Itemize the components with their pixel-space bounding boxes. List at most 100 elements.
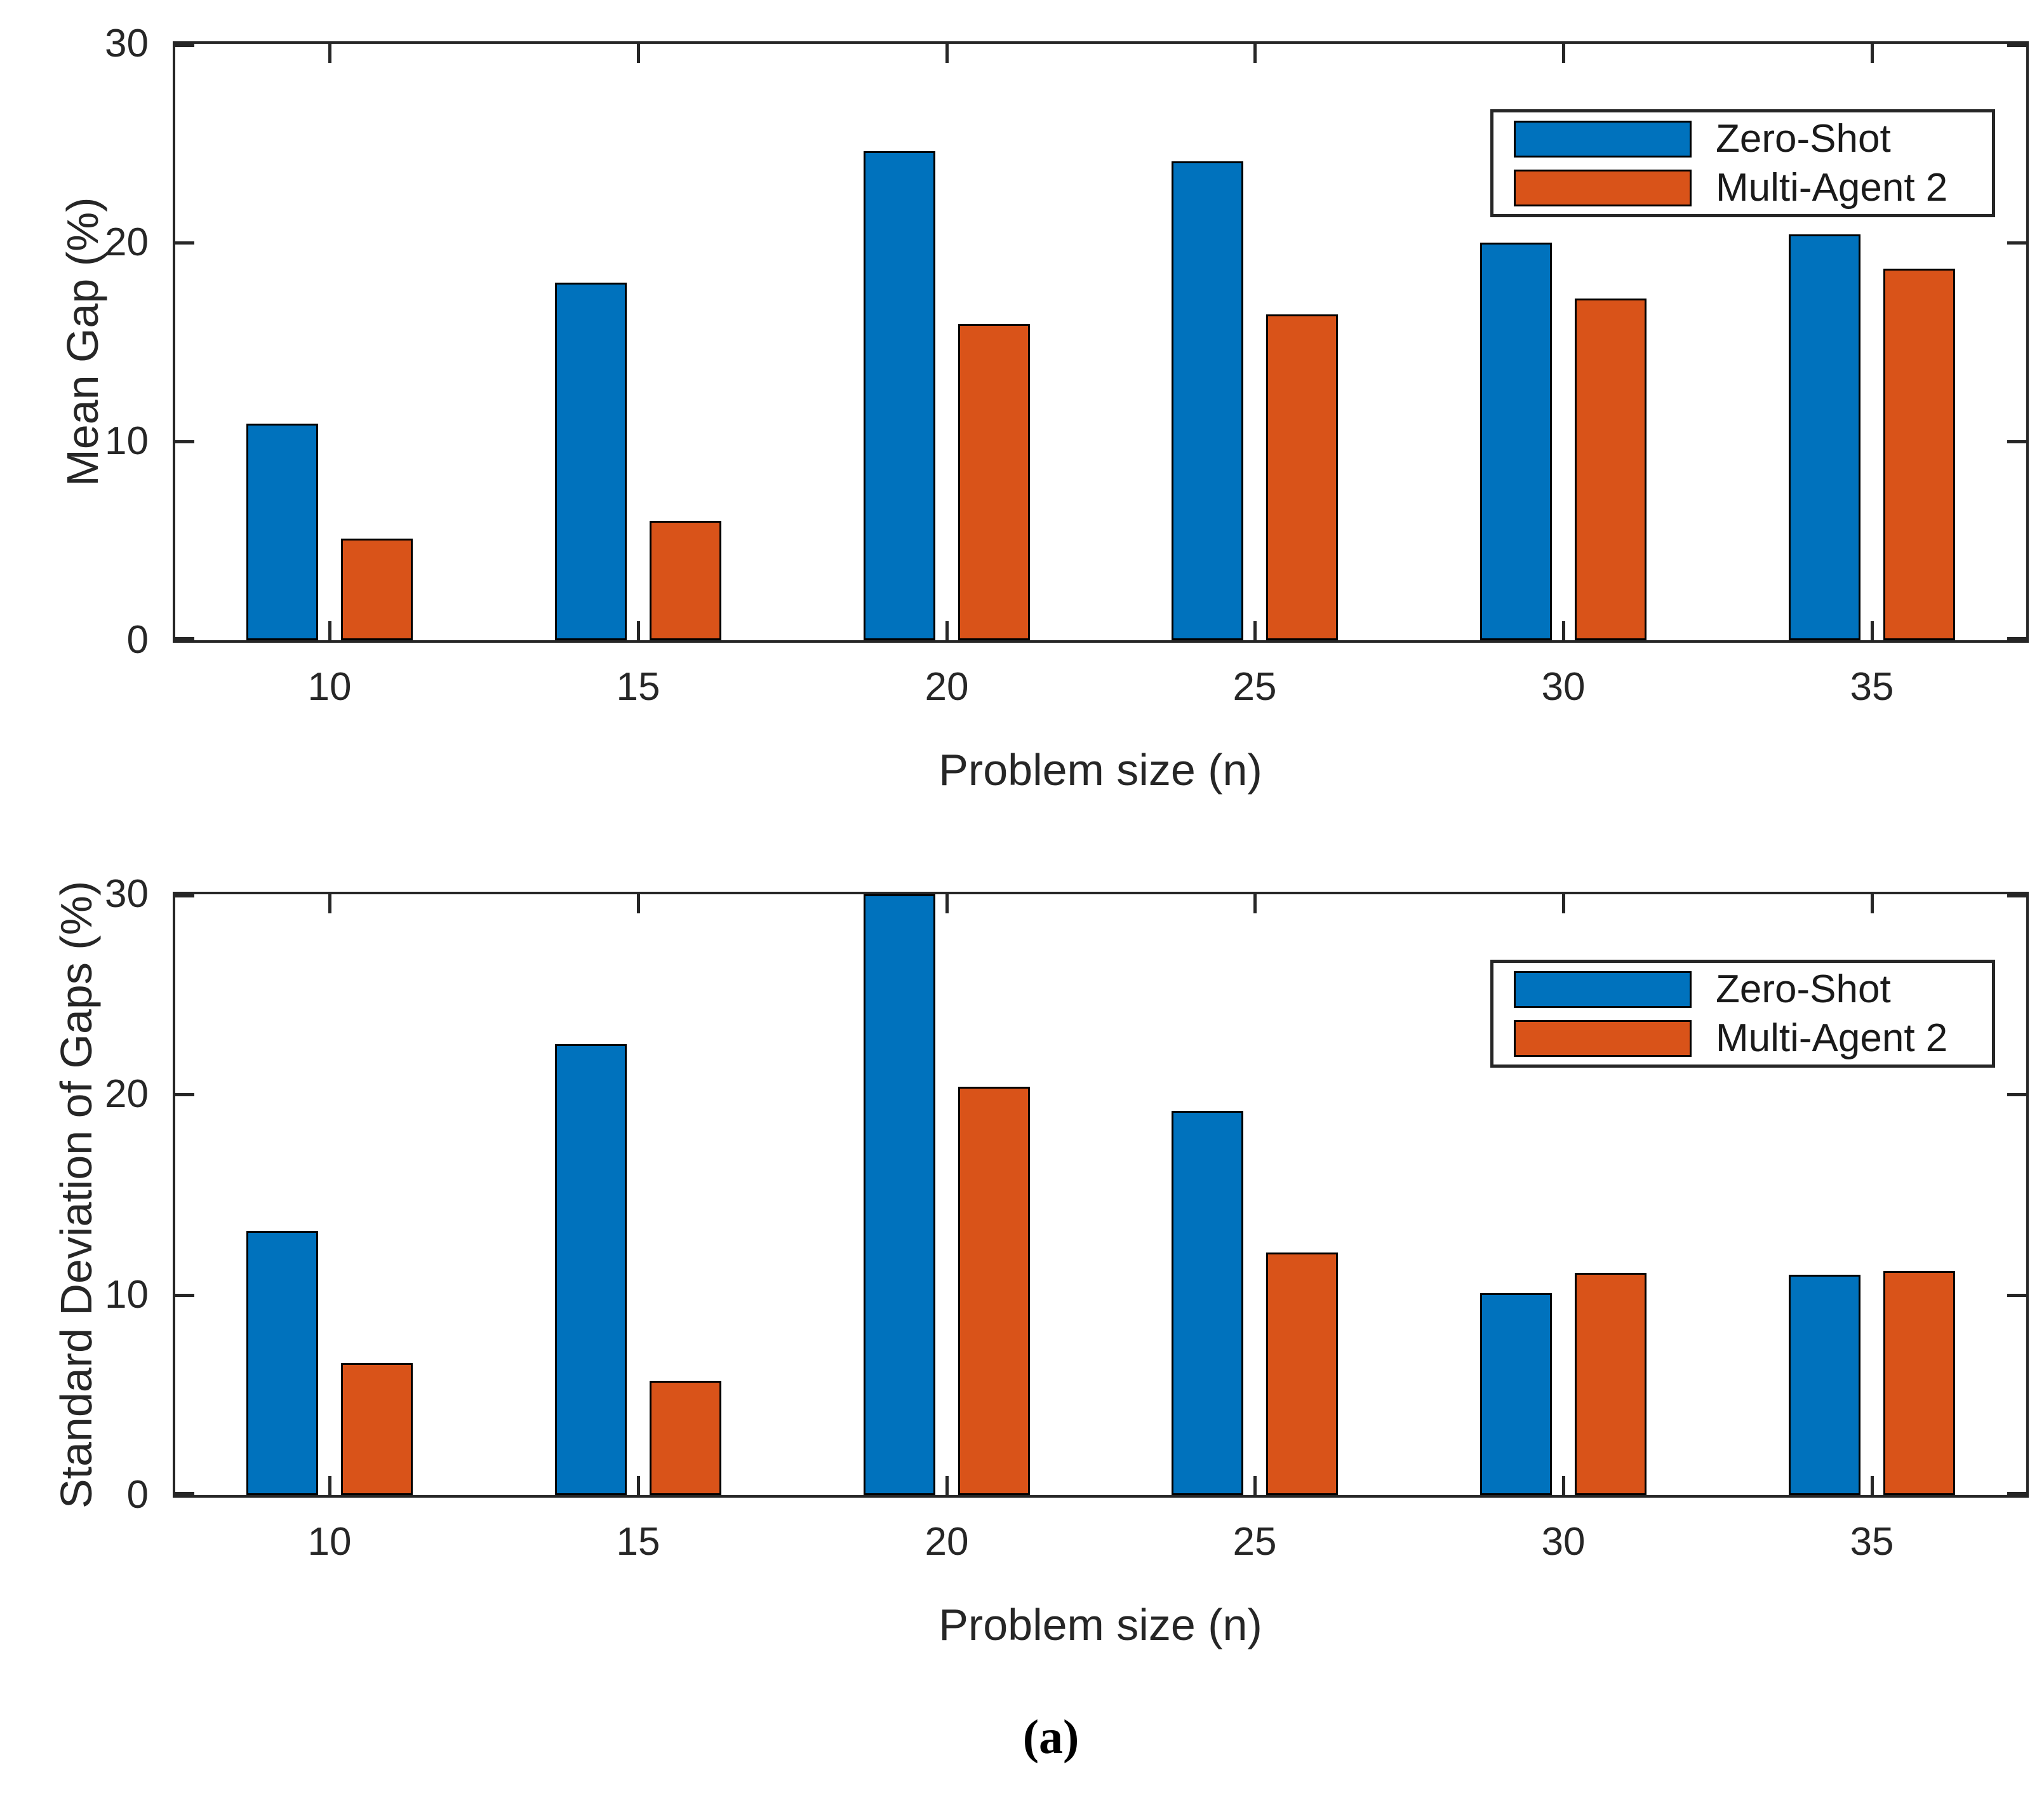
x-tick-label: 35 [1850, 665, 1894, 709]
y-tick-label: 10 [105, 1273, 149, 1317]
y-tick-label: 20 [105, 1072, 149, 1116]
x-tick-label: 10 [307, 665, 352, 709]
x-tick [1253, 894, 1257, 913]
x-tick [1253, 1476, 1257, 1495]
y-tick-label: 20 [105, 220, 149, 264]
legend: Zero-Shot Multi-Agent 2 [1490, 960, 1995, 1068]
y-tick [2007, 241, 2026, 245]
x-tick [945, 44, 949, 63]
legend-swatch-zero-shot [1514, 971, 1692, 1008]
bar-multi-agent-2-n30 [1575, 299, 1647, 640]
x-tick [637, 1476, 640, 1495]
x-tick-label: 30 [1541, 1520, 1586, 1564]
y-tick [175, 241, 194, 245]
legend-swatch-zero-shot [1514, 120, 1692, 158]
bar-multi-agent-2-n10 [341, 1363, 413, 1495]
y-tick [2007, 440, 2026, 443]
bar-multi-agent-2-n20 [958, 1087, 1030, 1495]
legend-label-multi-agent-2: Multi-Agent 2 [1716, 1016, 1948, 1060]
bar-zero-shot-n35 [1789, 1275, 1860, 1495]
bar-zero-shot-n10 [246, 1231, 318, 1495]
y-tick-label: 30 [105, 22, 149, 65]
y-tick [175, 894, 194, 897]
x-tick-label: 20 [925, 665, 969, 709]
plot-area-mean-gap: Zero-Shot Multi-Agent 2 [173, 41, 2029, 643]
x-tick [1871, 44, 1874, 63]
bar-zero-shot-n30 [1480, 243, 1552, 640]
x-tick [1562, 894, 1565, 913]
legend-entry-multi-agent-2: Multi-Agent 2 [1493, 1016, 1992, 1061]
x-tick [328, 44, 331, 63]
bar-zero-shot-n10 [246, 424, 318, 640]
x-tick [1871, 621, 1874, 640]
legend-label-zero-shot: Zero-Shot [1716, 117, 1891, 161]
legend-entry-zero-shot: Zero-Shot [1493, 116, 1992, 161]
bar-zero-shot-n35 [1789, 234, 1860, 640]
legend-label-multi-agent-2: Multi-Agent 2 [1716, 166, 1948, 210]
x-tick [637, 894, 640, 913]
x-tick [945, 894, 949, 913]
x-tick [1253, 621, 1257, 640]
x-tick-label: 10 [307, 1520, 352, 1564]
legend: Zero-Shot Multi-Agent 2 [1490, 109, 1995, 217]
bar-multi-agent-2-n35 [1883, 1271, 1955, 1495]
bar-zero-shot-n15 [555, 1044, 627, 1495]
x-axis-label-top: Problem size (n) [939, 745, 1262, 795]
bar-zero-shot-n20 [864, 894, 935, 1495]
subfigure-caption: (a) [1022, 1710, 1079, 1764]
x-axis-label-bottom: Problem size (n) [939, 1600, 1262, 1649]
x-tick [1253, 44, 1257, 63]
bar-multi-agent-2-n35 [1883, 269, 1955, 640]
x-tick [637, 621, 640, 640]
y-tick [175, 44, 194, 47]
y-tick-label: 0 [126, 618, 149, 662]
legend-entry-multi-agent-2: Multi-Agent 2 [1493, 165, 1992, 210]
x-tick [328, 894, 331, 913]
plot-area-std-dev: Zero-Shot Multi-Agent 2 [173, 892, 2029, 1498]
x-tick-label: 15 [616, 1520, 660, 1564]
x-tick [945, 621, 949, 640]
bar-multi-agent-2-n15 [650, 521, 721, 640]
bar-multi-agent-2-n25 [1266, 1253, 1338, 1495]
x-tick [637, 44, 640, 63]
y-tick [2007, 1093, 2026, 1096]
y-tick [2007, 1294, 2026, 1297]
x-tick [328, 1476, 331, 1495]
bar-zero-shot-n20 [864, 151, 935, 640]
y-tick [2007, 637, 2026, 640]
x-tick-label: 15 [616, 665, 660, 709]
bar-multi-agent-2-n25 [1266, 314, 1338, 640]
y-tick-label: 10 [105, 419, 149, 463]
y-tick [175, 1492, 194, 1495]
y-tick-label: 30 [105, 872, 149, 916]
y-tick [2007, 1492, 2026, 1495]
y-tick [2007, 44, 2026, 47]
bar-zero-shot-n25 [1172, 1111, 1243, 1495]
x-tick-label: 25 [1232, 665, 1277, 709]
x-tick [328, 621, 331, 640]
y-tick [175, 1093, 194, 1096]
bar-multi-agent-2-n10 [341, 539, 413, 640]
legend-swatch-multi-agent-2 [1514, 1019, 1692, 1057]
legend-entry-zero-shot: Zero-Shot [1493, 967, 1992, 1012]
x-tick-label: 35 [1850, 1520, 1894, 1564]
bar-multi-agent-2-n20 [958, 324, 1030, 640]
x-tick-label: 25 [1232, 1520, 1277, 1564]
bar-zero-shot-n25 [1172, 161, 1243, 640]
legend-label-zero-shot: Zero-Shot [1716, 967, 1891, 1011]
x-tick [945, 1476, 949, 1495]
y-tick [175, 637, 194, 640]
x-tick [1871, 1476, 1874, 1495]
y-tick [175, 1294, 194, 1297]
x-tick [1562, 621, 1565, 640]
bar-multi-agent-2-n30 [1575, 1273, 1647, 1495]
y-tick-label: 0 [126, 1473, 149, 1517]
bar-multi-agent-2-n15 [650, 1381, 721, 1495]
bar-zero-shot-n15 [555, 283, 627, 640]
bar-zero-shot-n30 [1480, 1293, 1552, 1495]
x-tick [1562, 1476, 1565, 1495]
x-tick-label: 20 [925, 1520, 969, 1564]
y-tick [2007, 894, 2026, 897]
x-tick [1871, 894, 1874, 913]
y-tick [175, 440, 194, 443]
